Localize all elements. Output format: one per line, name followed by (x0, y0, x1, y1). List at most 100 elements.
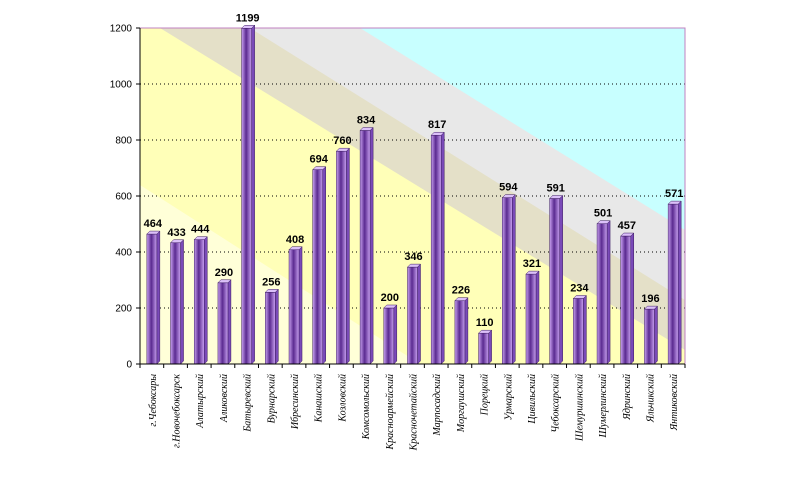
bar-top (454, 297, 469, 301)
bar (430, 131, 445, 365)
bar-side (369, 126, 374, 365)
bar-side (322, 166, 326, 365)
bar-front (644, 308, 655, 365)
bar-front (667, 203, 679, 365)
bar (312, 166, 327, 365)
bar-top (383, 304, 398, 309)
x-tick-label: Ибресинский (290, 374, 301, 430)
bar-front (502, 197, 513, 365)
bar-side (464, 297, 469, 365)
bar (667, 200, 682, 365)
bar-side (630, 232, 635, 365)
bar-top (477, 329, 493, 334)
data-label: 196 (641, 293, 659, 305)
bar-top (359, 127, 374, 131)
bar-front (478, 332, 489, 365)
x-tick-label: г.Новочебоксарск (172, 374, 183, 448)
bar-side (298, 246, 303, 365)
bar-side (227, 279, 232, 365)
data-label: 200 (381, 292, 399, 304)
bar-front (217, 282, 229, 365)
data-label: 346 (404, 251, 422, 263)
x-tick-label: Яльчикский (645, 374, 656, 423)
x-tick-label: Аликовский (219, 374, 230, 423)
bar-top (572, 295, 587, 299)
bar-top (643, 305, 659, 310)
data-label: 694 (310, 154, 329, 166)
bar-top (264, 289, 279, 293)
x-tick-label: Батыревский (243, 374, 254, 433)
bar (146, 230, 161, 365)
data-label: 817 (428, 119, 446, 131)
x-tick-label: Шемуршинский (574, 374, 585, 442)
bar-front (383, 307, 395, 365)
bar-side (677, 200, 682, 365)
bar (549, 194, 564, 365)
bar-front (170, 242, 181, 365)
data-label: 290 (215, 267, 233, 279)
bar-top (549, 195, 564, 199)
bar-side (346, 147, 350, 365)
bar-front (407, 266, 418, 365)
data-label: 501 (594, 208, 612, 220)
bar-side (606, 220, 611, 365)
bar-side (275, 288, 279, 365)
bar-side (535, 270, 540, 365)
bar-top (312, 166, 327, 170)
bar-top (169, 239, 185, 244)
data-label: 591 (546, 183, 564, 195)
bar-front (241, 28, 252, 365)
bar (596, 220, 611, 365)
bar-front (312, 169, 323, 365)
bar-front (525, 273, 537, 365)
x-tick-label: Ядринский (622, 374, 633, 421)
bar-top (430, 131, 445, 136)
bar-front (573, 298, 584, 365)
y-tick-label: 200 (115, 304, 132, 315)
bar-front (620, 235, 632, 365)
bar (572, 294, 587, 365)
data-label: 594 (499, 182, 518, 194)
data-label: 834 (357, 114, 376, 126)
x-axis-labels: г.Чебоксары г.Новочебоксарск Алатырский Али… (139, 363, 686, 451)
bar (383, 304, 398, 365)
band-yellow-light (140, 185, 420, 364)
y-tick-label: 0 (126, 360, 132, 371)
bar-side (180, 239, 184, 365)
bar (241, 24, 256, 365)
bar-top (596, 220, 611, 224)
y-tick-label: 600 (115, 192, 132, 203)
data-label: 321 (523, 258, 541, 270)
data-label: 760 (333, 135, 351, 147)
bar-side (203, 236, 208, 365)
y-tick-label: 400 (115, 248, 132, 259)
x-tick-label: Шумерлинский (598, 374, 609, 439)
x-tick-label: Комсомольский (361, 374, 372, 440)
x-tick-label: Алатырский (195, 374, 206, 429)
data-label: 433 (167, 227, 185, 239)
bar-side (393, 304, 398, 365)
bar-top (620, 232, 635, 237)
data-label: 408 (286, 234, 304, 246)
bar-top (146, 230, 161, 235)
bar (501, 194, 516, 365)
bar-side (156, 230, 161, 365)
bar-top (335, 147, 351, 152)
bar-top (406, 263, 422, 268)
bar (288, 246, 303, 365)
bar-side (417, 263, 421, 365)
y-tick-label: 1200 (110, 24, 133, 35)
x-tick-label: Урмарский (503, 374, 514, 420)
y-tick-label: 800 (115, 136, 132, 147)
bar (406, 263, 422, 365)
bar-side (488, 329, 492, 365)
bar-front (430, 134, 442, 365)
bar (525, 270, 540, 365)
bar (477, 329, 493, 365)
y-tick-label: 1000 (110, 80, 133, 91)
bar-front (454, 300, 466, 365)
x-tick-label: Марпосадский (432, 374, 443, 437)
bar-front (336, 150, 347, 365)
bar-top (501, 194, 516, 198)
